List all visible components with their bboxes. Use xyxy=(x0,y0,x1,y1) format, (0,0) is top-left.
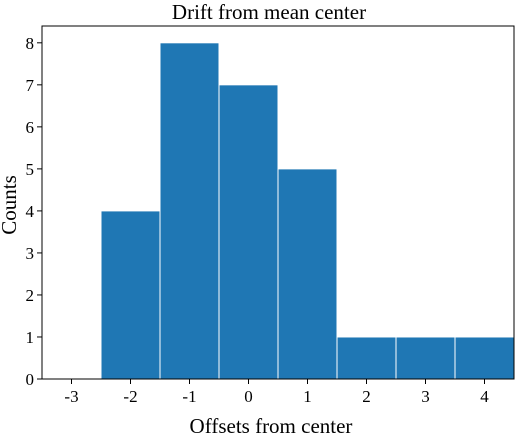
y-axis-ticks: 0 1 2 3 4 5 6 7 8 xyxy=(26,34,42,389)
y-tick-label: 2 xyxy=(26,286,35,305)
x-axis-label: Offsets from center xyxy=(190,414,353,437)
y-tick-label: 8 xyxy=(26,34,35,53)
x-tick-label: -2 xyxy=(123,387,137,406)
x-tick-label: 2 xyxy=(362,387,371,406)
bar-1 xyxy=(277,168,338,380)
plot-frame xyxy=(41,25,515,380)
y-tick-label: 6 xyxy=(26,118,35,137)
y-tick-label: 5 xyxy=(26,160,35,179)
y-tick-label: 7 xyxy=(26,76,35,95)
chart-title: Drift from mean center xyxy=(172,0,366,24)
bar-3 xyxy=(395,336,456,380)
bar-2 xyxy=(336,336,397,380)
x-axis-ticks: -3 -2 -1 0 1 2 3 4 xyxy=(64,379,489,406)
bar-4 xyxy=(454,336,515,380)
y-tick-label: 3 xyxy=(26,244,35,263)
x-tick-label: -3 xyxy=(64,387,78,406)
x-tick-label: 1 xyxy=(303,387,312,406)
bar--2 xyxy=(100,210,161,380)
y-axis-label: Counts xyxy=(0,175,21,235)
bars-group xyxy=(100,42,515,380)
y-tick-label: 4 xyxy=(26,202,35,221)
y-tick-label: 1 xyxy=(26,328,35,347)
bar-0 xyxy=(218,84,279,380)
x-tick-label: 4 xyxy=(480,387,489,406)
y-tick-label: 0 xyxy=(26,370,35,389)
x-tick-label: 3 xyxy=(421,387,430,406)
x-tick-label: -1 xyxy=(182,387,196,406)
bar--1 xyxy=(159,42,220,380)
x-tick-label: 0 xyxy=(244,387,253,406)
